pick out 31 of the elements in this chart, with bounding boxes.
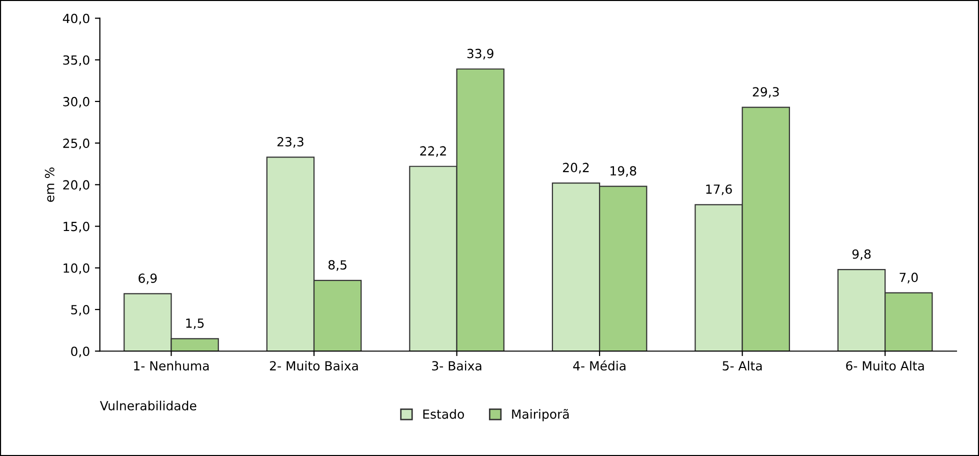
- y-tick-label: 35,0: [63, 55, 90, 66]
- x-axis-title: Vulnerabilidade: [100, 400, 196, 410]
- x-tick-label: 1- Nenhuma: [134, 360, 209, 371]
- x-tick-label: 6- Muito Alta: [846, 360, 924, 371]
- data-label: 8,5: [328, 260, 346, 271]
- data-label: 19,8: [610, 166, 636, 177]
- data-label: 33,9: [467, 48, 494, 60]
- y-axis-title: em %: [44, 168, 54, 202]
- legend-label: Estado: [423, 409, 464, 419]
- y-tick-label: 20,0: [63, 180, 90, 191]
- y-tick-label: 5,0: [71, 304, 90, 316]
- legend-label: Mairiporã: [512, 408, 569, 422]
- y-tick-label: 40,0: [62, 14, 90, 24]
- x-tick-label: 3- Baixa: [432, 360, 482, 371]
- y-tick-label: 30,0: [63, 96, 90, 108]
- x-tick-label: 4- Média: [573, 360, 626, 371]
- y-tick-label: 10,0: [64, 263, 90, 274]
- x-tick-label: 2- Muito Baixa: [270, 360, 358, 371]
- y-tick-label: 15,0: [64, 222, 90, 232]
- y-tick-label: 25,0: [63, 138, 90, 150]
- data-label: 7,0: [900, 272, 918, 284]
- data-label: 9,8: [852, 249, 871, 260]
- data-label: 29,3: [752, 87, 779, 98]
- data-label: 22,2: [420, 146, 446, 157]
- x-tick-label: 5- Alta: [722, 360, 762, 371]
- data-label: 20,2: [563, 162, 589, 174]
- data-label: 17,6: [706, 184, 732, 196]
- data-label: 23,3: [277, 137, 304, 148]
- y-tick-label: 0,0: [71, 346, 90, 358]
- data-label: 6,9: [138, 273, 157, 284]
- data-label: 1,5: [186, 318, 204, 330]
